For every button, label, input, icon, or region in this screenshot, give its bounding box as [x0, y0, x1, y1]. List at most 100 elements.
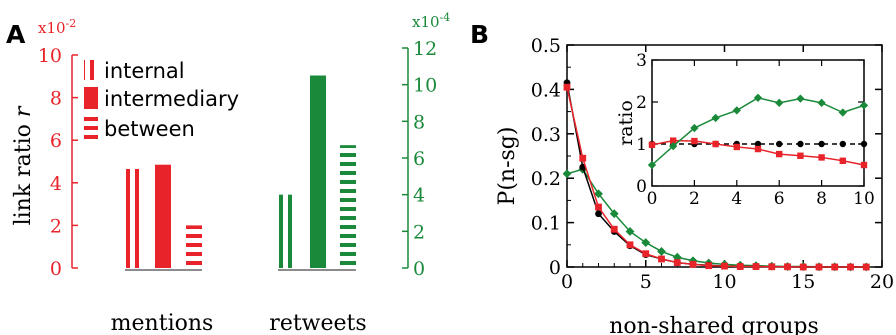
inset-series-point-square	[818, 154, 825, 161]
inset-series-point-square	[733, 143, 740, 151]
inset-y-tick-label: 3	[636, 51, 647, 71]
inset-x-tick-label: 6	[774, 189, 785, 209]
series-point-square	[831, 263, 839, 271]
panel-b-y-tick-label: 0.3	[531, 124, 561, 146]
panel-b-x-tick-label: 15	[791, 271, 815, 293]
series-point-diamond	[625, 227, 635, 236]
series-point-square	[799, 263, 807, 271]
inset-y-tick-label: 0	[636, 177, 647, 197]
inset-series-point-square	[839, 157, 846, 164]
series-point-square	[815, 263, 823, 271]
right-axis-tick-label: 2	[413, 221, 425, 243]
series-point-circle	[595, 210, 602, 218]
right-axis-tick-label: 12	[413, 38, 437, 60]
left-axis-tick-label: 10	[38, 45, 62, 67]
bar-retweets-between	[340, 145, 356, 268]
inset-series-point-circle	[839, 140, 846, 148]
series-point-square	[705, 262, 713, 270]
legend-swatch-internal	[84, 60, 98, 80]
right-axis-tick-label: 10	[413, 75, 437, 97]
series-point-diamond	[562, 169, 572, 179]
right-axis-tick-label: 0	[413, 258, 425, 280]
bar-mentions-internal	[124, 168, 140, 268]
inset-series-point-diamond	[690, 123, 699, 133]
series-point-square	[784, 263, 791, 271]
inset-series-point-square	[691, 137, 698, 145]
legend: internal intermediary between	[84, 59, 239, 141]
bars	[124, 75, 356, 268]
series-point-square	[752, 263, 760, 270]
inset-series-point-square	[670, 137, 677, 144]
series-point-square	[689, 260, 697, 268]
bar-mentions-between	[186, 225, 202, 268]
inset-y-tick-label: 2	[636, 93, 647, 113]
category-label-retweets: retweets	[269, 311, 366, 335]
panel-b-y-tick-label: 0.4	[531, 79, 561, 101]
inset-series-point-diamond	[796, 94, 805, 103]
series-point-square	[610, 225, 618, 233]
left-axis-tick-label: 8	[50, 88, 62, 110]
inset-series-point-diamond	[669, 141, 678, 151]
series-point-square	[563, 83, 571, 91]
inset-x-tick-label: 2	[689, 189, 700, 209]
series-point-square	[658, 255, 665, 263]
category-label-mentions: mentions	[111, 311, 214, 335]
inset-x-tick-label: 4	[731, 189, 742, 209]
inset-series-point-diamond	[711, 113, 720, 123]
panel-b-x-tick-label: 20	[870, 271, 894, 293]
series-point-square	[595, 203, 602, 211]
left-axis-tick-label: 2	[50, 215, 62, 237]
panel-a: A x10-2 x10-4 link ratio r 0 2 4 6 8 10 0 2 4 6 8…	[6, 11, 450, 335]
inset-series-point-diamond	[775, 98, 784, 107]
panel-b-y-tick-label: 0.1	[531, 213, 561, 235]
inset-series-point-diamond	[647, 160, 657, 170]
series-point-diamond	[641, 238, 651, 247]
inset-series-point-diamond	[753, 93, 763, 102]
series-point-square	[736, 263, 744, 270]
inset-series-point-square	[776, 150, 783, 158]
inset-x-tick-label: 8	[816, 189, 827, 209]
inset-series-point-square	[860, 161, 868, 169]
left-axis-multiplier: x10-2	[38, 17, 76, 37]
bar-retweets-internal	[279, 194, 295, 268]
inset-x-tick-label: 10	[853, 189, 875, 209]
legend-label-between: between	[104, 117, 195, 141]
inset-series-point-circle	[754, 140, 762, 148]
left-axis-tick-label: 6	[50, 130, 62, 152]
inset-series-point-square	[797, 152, 804, 159]
legend-swatch-between	[84, 117, 98, 139]
panel-b-axes: 00.10.20.30.40.50 5 10 15 20	[531, 35, 894, 293]
right-axis-tick-label: 4	[413, 185, 425, 207]
panel-b-y-axis-title: P(n-sg)	[495, 127, 520, 206]
series-point-diamond	[594, 189, 603, 199]
panel-b-y-tick-label: 0.5	[531, 35, 561, 57]
panel-b-series	[562, 79, 871, 272]
left-axis-tick-label: 0	[50, 258, 62, 280]
left-axis-tick-label: 4	[50, 173, 62, 195]
inset-series-point-circle	[860, 140, 868, 148]
inset-series-point-diamond	[838, 108, 847, 117]
legend-swatch-intermediary	[84, 87, 98, 109]
inset-series-point-square	[754, 145, 762, 153]
right-axis: 0 2 4 6 8 10 12	[402, 38, 437, 280]
bar-mentions-intermediary	[155, 164, 171, 268]
inset-series-point-diamond	[817, 98, 826, 107]
bar-retweets-intermediary	[310, 75, 326, 268]
panel-b: B P(n-sg) non-shared groups 0 0.1 0.2 0.3 0.…	[470, 20, 894, 335]
panel-b-x-tick-label: 5	[640, 271, 652, 293]
inset-series-point-square	[712, 140, 719, 148]
inset-axes: 0 1 2 3 0 2 4 6 8 10	[636, 51, 875, 209]
panel-b-y-tick-label: 0	[549, 257, 561, 279]
inset-series-point-circle	[776, 140, 783, 148]
series-point-square	[642, 250, 650, 258]
legend-label-intermediary: intermediary	[104, 87, 239, 111]
right-axis-tick-label: 8	[413, 111, 425, 133]
panel-b-label: B	[470, 20, 489, 49]
series-point-square	[579, 154, 587, 162]
series-point-square	[626, 241, 634, 249]
panel-b-x-axis-title: non-shared groups	[609, 314, 819, 335]
series-point-diamond	[609, 209, 619, 219]
inset-frame	[651, 59, 865, 187]
series-point-square	[862, 263, 870, 271]
